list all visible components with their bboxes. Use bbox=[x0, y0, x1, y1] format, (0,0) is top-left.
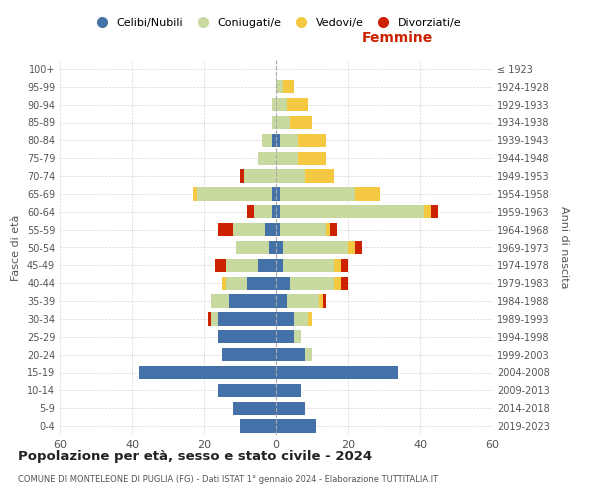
Bar bbox=[233, 223, 265, 236]
Bar bbox=[272, 98, 276, 112]
Bar bbox=[280, 134, 298, 147]
Bar bbox=[305, 170, 334, 183]
Bar bbox=[290, 276, 334, 290]
Bar bbox=[247, 205, 254, 218]
Bar bbox=[287, 294, 319, 308]
Bar bbox=[269, 241, 276, 254]
Bar bbox=[226, 258, 258, 272]
Bar bbox=[308, 312, 312, 326]
Bar bbox=[280, 223, 326, 236]
Bar bbox=[244, 170, 276, 183]
Bar bbox=[218, 223, 233, 236]
Bar bbox=[276, 152, 298, 165]
Text: COMUNE DI MONTELEONE DI PUGLIA (FG) - Dati ISTAT 1° gennaio 2024 - Elaborazione : COMUNE DI MONTELEONE DI PUGLIA (FG) - Da… bbox=[18, 475, 438, 484]
Legend: Celibi/Nubili, Coniugati/e, Vedovi/e, Divorziati/e: Celibi/Nubili, Coniugati/e, Vedovi/e, Di… bbox=[86, 13, 466, 32]
Bar bbox=[240, 170, 244, 183]
Bar bbox=[334, 258, 341, 272]
Bar bbox=[276, 312, 294, 326]
Bar bbox=[355, 241, 362, 254]
Bar bbox=[280, 187, 355, 200]
Bar bbox=[215, 258, 226, 272]
Bar bbox=[258, 152, 276, 165]
Bar bbox=[197, 187, 272, 200]
Bar bbox=[272, 205, 276, 218]
Bar bbox=[348, 241, 355, 254]
Bar bbox=[276, 366, 398, 379]
Y-axis label: Anni di nascita: Anni di nascita bbox=[559, 206, 569, 289]
Bar bbox=[280, 205, 424, 218]
Bar bbox=[240, 420, 276, 433]
Bar bbox=[222, 348, 276, 362]
Bar bbox=[276, 98, 287, 112]
Y-axis label: Fasce di età: Fasce di età bbox=[11, 214, 21, 280]
Bar bbox=[276, 420, 316, 433]
Bar bbox=[294, 330, 301, 344]
Bar bbox=[211, 312, 218, 326]
Bar bbox=[287, 98, 308, 112]
Bar bbox=[298, 152, 326, 165]
Bar bbox=[276, 205, 280, 218]
Bar bbox=[272, 187, 276, 200]
Bar bbox=[139, 366, 276, 379]
Bar bbox=[272, 116, 276, 129]
Bar bbox=[247, 276, 276, 290]
Bar bbox=[265, 223, 276, 236]
Bar bbox=[276, 134, 280, 147]
Bar bbox=[233, 402, 276, 415]
Bar bbox=[276, 276, 290, 290]
Bar bbox=[341, 276, 348, 290]
Bar bbox=[272, 134, 276, 147]
Bar bbox=[276, 223, 280, 236]
Bar bbox=[276, 294, 287, 308]
Bar bbox=[326, 223, 330, 236]
Bar bbox=[258, 258, 276, 272]
Bar bbox=[262, 134, 272, 147]
Text: Femmine: Femmine bbox=[361, 31, 433, 45]
Bar bbox=[319, 294, 323, 308]
Bar bbox=[298, 134, 326, 147]
Bar bbox=[276, 402, 305, 415]
Bar bbox=[276, 258, 283, 272]
Bar bbox=[226, 276, 247, 290]
Bar bbox=[229, 294, 276, 308]
Bar bbox=[305, 348, 312, 362]
Bar bbox=[276, 241, 283, 254]
Bar bbox=[208, 312, 211, 326]
Bar bbox=[283, 258, 334, 272]
Bar bbox=[218, 312, 276, 326]
Bar bbox=[211, 294, 229, 308]
Text: Popolazione per età, sesso e stato civile - 2024: Popolazione per età, sesso e stato civil… bbox=[18, 450, 372, 463]
Bar bbox=[218, 330, 276, 344]
Bar bbox=[355, 187, 380, 200]
Bar bbox=[222, 276, 226, 290]
Bar bbox=[294, 312, 308, 326]
Bar bbox=[283, 80, 294, 94]
Bar bbox=[236, 241, 269, 254]
Bar bbox=[276, 187, 280, 200]
Bar bbox=[276, 80, 283, 94]
Bar bbox=[330, 223, 337, 236]
Bar bbox=[283, 241, 348, 254]
Bar bbox=[341, 258, 348, 272]
Bar bbox=[334, 276, 341, 290]
Bar bbox=[254, 205, 272, 218]
Bar bbox=[290, 116, 312, 129]
Bar bbox=[431, 205, 438, 218]
Bar bbox=[193, 187, 197, 200]
Bar bbox=[276, 170, 305, 183]
Bar bbox=[424, 205, 431, 218]
Bar bbox=[218, 384, 276, 397]
Bar bbox=[276, 384, 301, 397]
Bar bbox=[276, 348, 305, 362]
Bar bbox=[276, 330, 294, 344]
Bar bbox=[276, 116, 290, 129]
Bar bbox=[323, 294, 326, 308]
